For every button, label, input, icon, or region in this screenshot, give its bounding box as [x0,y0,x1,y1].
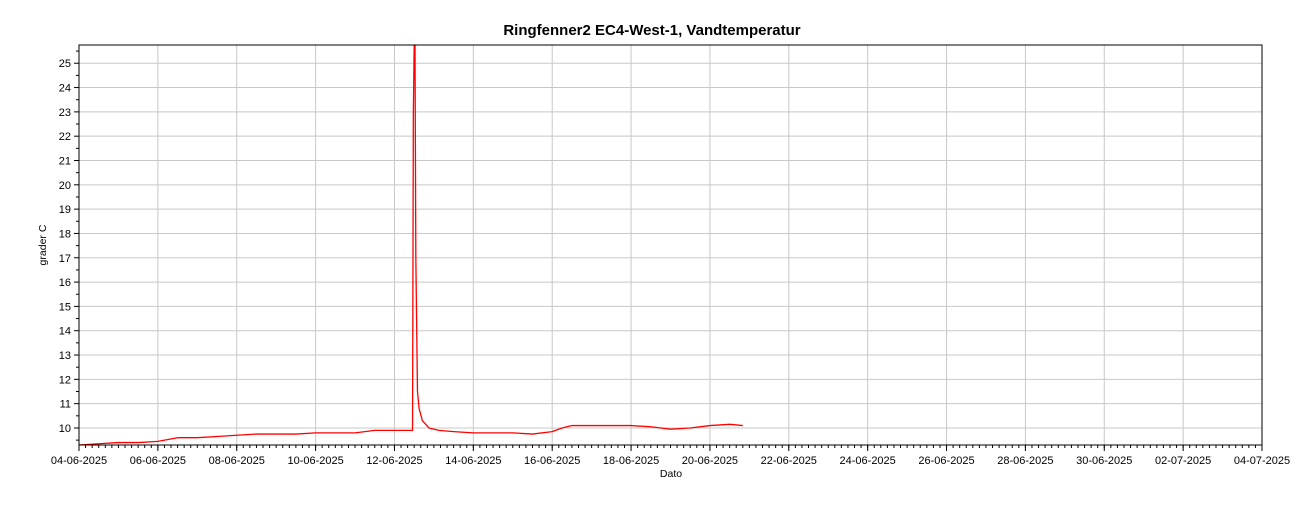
x-tick-label: 22-06-2025 [761,455,817,467]
y-tick-label: 21 [59,156,71,168]
x-tick-label: 02-07-2025 [1155,455,1211,467]
y-axis: 10 11 12 13 14 15 16 17 18 19 20 21 22 23 24 25 [59,50,79,441]
x-tick-label: 16-06-2025 [524,455,580,467]
x-axis: 04-06-2025 06-06-2025 08-06-2025 10-06-2025… [51,445,1290,467]
gridlines [79,45,1262,445]
y-tick-label: 25 [59,58,71,70]
y-tick-label: 18 [59,228,71,240]
y-tick-label: 17 [59,253,71,265]
y-tick-label: 16 [59,277,71,289]
x-axis-label: Dato [660,468,682,480]
x-tick-label: 14-06-2025 [445,455,501,467]
chart-title: Ringfenner2 EC4-West-1, Vandtemperatur [503,22,800,39]
y-tick-label: 19 [59,204,71,216]
x-tick-label: 26-06-2025 [918,455,974,467]
series-layer [78,44,743,446]
x-tick-label: 06-06-2025 [130,455,186,467]
y-tick-label: 10 [59,423,71,435]
series-line-0 [78,44,743,446]
y-tick-label: 12 [59,374,71,386]
y-tick-label: 14 [59,326,71,338]
x-tick-label: 10-06-2025 [287,455,343,467]
x-tick-label: 04-06-2025 [51,455,107,467]
x-tick-label: 28-06-2025 [997,455,1053,467]
y-tick-label: 24 [59,83,71,95]
y-tick-label: 22 [59,131,71,143]
x-tick-label: 04-07-2025 [1234,455,1290,467]
x-tick-label: 18-06-2025 [603,455,659,467]
plot-area-border [78,44,1263,446]
y-tick-label: 11 [60,399,71,411]
x-tick-label: 12-06-2025 [366,455,422,467]
x-tick-label: 30-06-2025 [1076,455,1132,467]
y-tick-label: 23 [59,107,71,119]
y-tick-label: 20 [59,180,71,192]
y-tick-label: 15 [59,301,71,313]
y-axis-label: grader C [37,224,49,265]
x-tick-label: 20-06-2025 [682,455,738,467]
x-tick-label: 24-06-2025 [840,455,896,467]
x-tick-label: 08-06-2025 [209,455,265,467]
y-tick-label: 13 [59,350,71,362]
